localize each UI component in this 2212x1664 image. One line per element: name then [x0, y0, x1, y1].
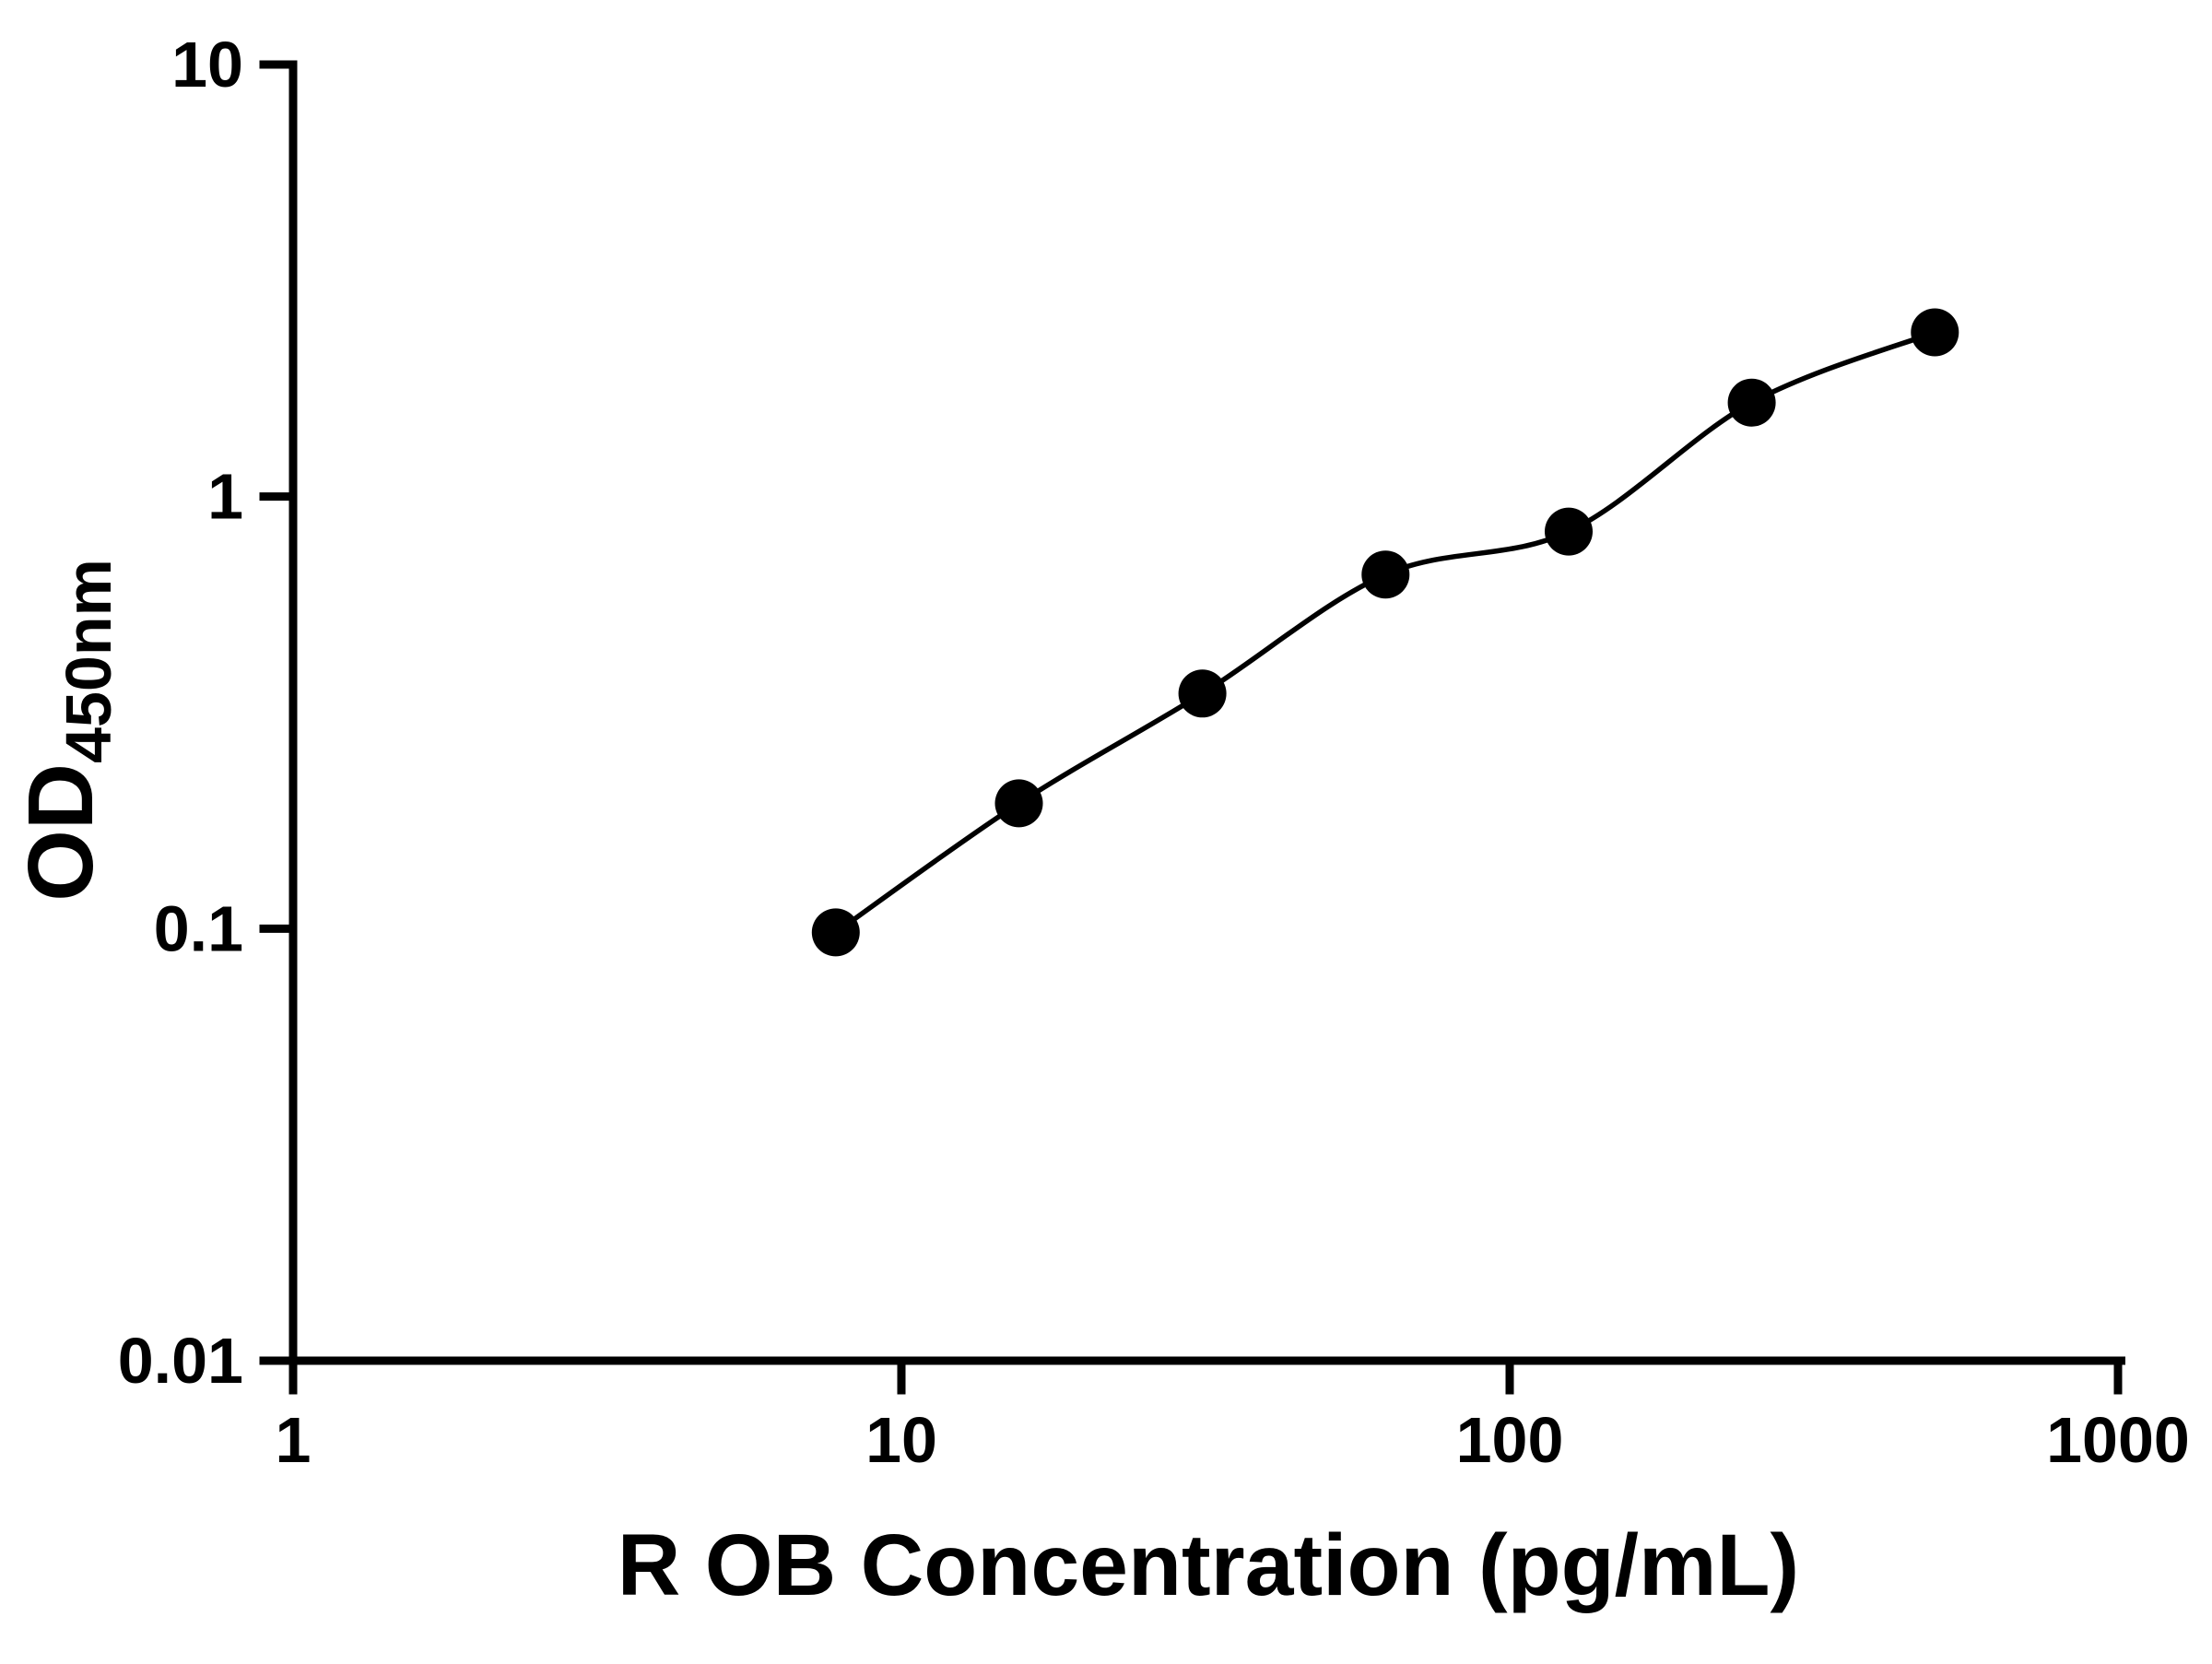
y-axis-title: OD450nm [9, 559, 124, 902]
y-tick-label: 1 [207, 461, 243, 533]
y-tick-label: 0.01 [118, 1325, 243, 1397]
data-point [1178, 669, 1227, 718]
data-point [1911, 308, 1959, 357]
x-tick-label: 1 [276, 1404, 312, 1476]
x-tick-label: 100 [1456, 1404, 1564, 1476]
data-point [1361, 550, 1410, 599]
y-axis-title-sub: 450nm [53, 559, 124, 763]
data-point [994, 779, 1043, 828]
y-axis-title-main: OD [9, 763, 112, 902]
x-tick-label: 1000 [2046, 1404, 2190, 1476]
data-point [811, 908, 860, 957]
y-tick-label: 10 [171, 29, 243, 100]
x-axis-title: R OB Concentration (pg/mL) [618, 1516, 1799, 1614]
data-point [1545, 507, 1593, 556]
data-point [1727, 378, 1776, 427]
x-tick-label: 10 [865, 1404, 937, 1476]
fit-curve [834, 329, 1936, 935]
y-tick-label: 0.1 [154, 892, 243, 964]
